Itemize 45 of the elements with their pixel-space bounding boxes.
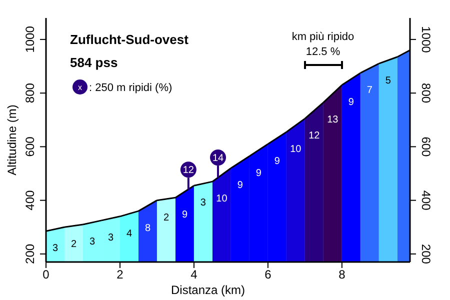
y-tick-label: 800: [23, 82, 37, 104]
series-label: 7: [366, 84, 373, 96]
series-label: 4: [126, 228, 132, 240]
annotation: 14: [212, 153, 224, 164]
series-label: 3: [108, 232, 114, 244]
series-label: 9: [182, 210, 188, 221]
y-tick-label: 600: [23, 136, 37, 157]
annotation: x: [78, 83, 82, 92]
y-tick-label: 1000: [23, 26, 37, 53]
series-label: 3: [89, 236, 96, 248]
y-axis-title: Altitudine (m): [5, 104, 19, 176]
series-label: 2: [70, 239, 77, 250]
x-tick-label: 2: [116, 268, 124, 282]
series-label: 13: [327, 114, 339, 126]
text: Zuflucht-Sud-ovest: [70, 32, 190, 47]
y2-tick-label: 1000: [419, 26, 433, 54]
y2-tick-label: 600: [419, 136, 433, 158]
annotation: km più ripido: [292, 31, 354, 43]
annotation: 12: [182, 165, 194, 176]
y-tick-label: 400: [23, 190, 37, 210]
series-label: 9: [348, 97, 354, 108]
y2-tick-label: 800: [419, 83, 433, 104]
annotation: 12.5 %: [306, 46, 340, 58]
y2-tick-label: 200: [419, 244, 433, 264]
x-tick-label: 8: [338, 268, 346, 282]
x-axis-title: Distanza (km): [170, 283, 246, 297]
x-tick-label: 0: [42, 268, 50, 282]
y2-tick-label: 400: [419, 190, 433, 211]
circle-icon: x: [72, 80, 88, 94]
series-label: 9: [237, 180, 244, 192]
x-tick-label: 6: [264, 268, 272, 282]
x-tick-label: 4: [190, 268, 198, 282]
series-label: 3: [200, 198, 206, 209]
series-label: 10: [216, 194, 228, 205]
y-tick-label: 200: [23, 244, 37, 264]
series-label: 5: [385, 76, 392, 87]
series-label: 10: [290, 144, 302, 155]
text: 584 pss: [70, 55, 118, 70]
series-label: 2: [163, 212, 170, 224]
series-label: 9: [256, 168, 262, 180]
series-label: 3: [52, 243, 58, 254]
series-label: 12: [308, 130, 320, 142]
annotation: : 250 m ripidi (%): [89, 82, 172, 94]
series-label: 8: [144, 223, 151, 234]
series-label: 9: [274, 156, 280, 168]
